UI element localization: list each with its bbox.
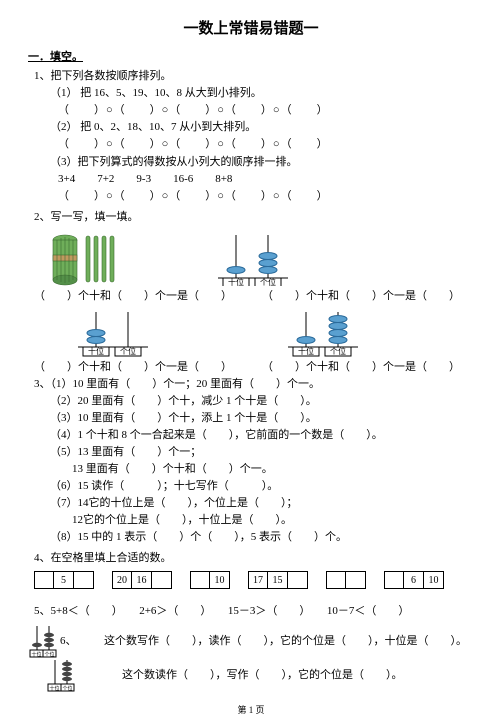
q3-g2: 12它的个位上是（ ），十位上是（ ）。 — [50, 512, 474, 529]
q3-f: （6）15 读作（ ）；十七写作（ ）。 — [50, 478, 474, 495]
svg-text:十位: 十位 — [88, 346, 104, 356]
svg-text:个位: 个位 — [62, 685, 72, 692]
cell: 10 — [424, 571, 444, 589]
q3-e2: 13 里面有（ ）个十和（ ）个一。 — [50, 461, 474, 478]
cell — [384, 571, 404, 589]
q3-stem: 3、 — [34, 378, 51, 390]
q1-1: （1） 把 16、5、19、10、8 从大到小排列。 — [50, 85, 474, 102]
cell — [152, 571, 172, 589]
cell — [326, 571, 346, 589]
svg-text:个位: 个位 — [44, 651, 54, 658]
cell — [288, 571, 308, 589]
svg-text:个位: 个位 — [120, 346, 136, 356]
svg-text:十位: 十位 — [49, 685, 59, 692]
cell — [74, 571, 94, 589]
abacus-small-2-icon: 十位 个位 — [46, 658, 76, 692]
q1-2-blanks: （ ）○（ ）○（ ）○（ ）○（ ） — [58, 136, 474, 153]
q3-e: （5）13 里面有（ ）个一； — [50, 444, 474, 461]
cell: 17 — [248, 571, 268, 589]
q6-a: 6、 这个数写作（ ），读作（ ），它的个位是（ ），十位是（ ）。 — [60, 633, 467, 650]
q2-stem: 2、写一写，填一填。 — [34, 209, 474, 226]
q3-d: （4）1 个十和 8 个一合起来是（ ），它前面的一个数是（ ）。 — [50, 427, 474, 444]
abacus-1-icon: 十位 个位 — [208, 230, 298, 286]
q2-line1b: （ ）个十和（ ）个一是（ ） — [262, 288, 460, 305]
cell: 6 — [404, 571, 424, 589]
page-footer: 第 1 页 — [28, 704, 474, 718]
cell: 20 — [112, 571, 132, 589]
q1-2: （2） 把 0、2、18、10、7 从小到大排列。 — [50, 119, 474, 136]
q6-b: 这个数读作（ ），写作（ ），它的个位是（ ）。 — [78, 667, 403, 684]
q5: 5、5+8＜（ ） 2+6＞（ ） 15－3＞（ ） 10－7＜（ ） — [34, 603, 474, 620]
svg-text:个位: 个位 — [330, 346, 346, 356]
q4-stem: 4、在空格里填上合适的数。 — [34, 550, 474, 567]
q1-3: （3）把下列算式的得数按从小列大的顺序排一排。 — [50, 154, 474, 171]
q3-a: （1）10 里面有（ ）个一；20 里面有（ ）个一。 — [51, 378, 321, 390]
abacus-2-icon: 十位 个位 — [68, 309, 158, 357]
svg-text:十位: 十位 — [298, 346, 314, 356]
q3-h: （8）15 中的 1 表示（ ）个（ ），5 表示（ ）个。 — [50, 529, 474, 546]
q1-3-exprs: 3+4 7+2 9-3 16-6 8+8 — [58, 171, 474, 188]
q1-3-blanks: （ ）○（ ）○（ ）○（ ）○（ ） — [58, 188, 474, 205]
abacus-small-1-icon: 十位 个位 — [28, 624, 58, 658]
svg-text:个位: 个位 — [260, 277, 276, 286]
q4-boxes: 5 2016 10 1715 610 — [34, 571, 474, 589]
q1-stem: 1、把下列各数按顺序排列。 — [34, 68, 474, 85]
cell — [34, 571, 54, 589]
q2-line2b: （ ）个十和（ ）个一是（ ） — [262, 359, 460, 376]
cell: 10 — [210, 571, 230, 589]
section-header: 一．填空。 — [28, 49, 474, 66]
cell: 16 — [132, 571, 152, 589]
page-title: 一数上常错易错题一 — [28, 18, 474, 41]
cell: 5 — [54, 571, 74, 589]
q2-line2a: （ ）个十和（ ）个一是（ ） — [34, 359, 232, 376]
cell — [190, 571, 210, 589]
sticks-bundle-icon — [48, 230, 138, 286]
q3-g: （7）14它的十位上是（ ），个位上是（ ）； — [50, 495, 474, 512]
q2-line1a: （ ）个十和（ ）个一是（ ） — [34, 288, 232, 305]
svg-text:十位: 十位 — [228, 277, 244, 286]
q3-b: （2）20 里面有（ ）个十，减少 1 个十是（ ）。 — [50, 393, 474, 410]
q1-1-blanks: （ ）○（ ）○（ ）○（ ）○（ ） — [58, 102, 474, 119]
q3-c: （3）10 里面有（ ）个十，添上 1 个十是（ ）。 — [50, 410, 474, 427]
svg-text:十位: 十位 — [31, 651, 41, 658]
cell — [346, 571, 366, 589]
abacus-3-icon: 十位 个位 — [278, 309, 368, 357]
cell: 15 — [268, 571, 288, 589]
